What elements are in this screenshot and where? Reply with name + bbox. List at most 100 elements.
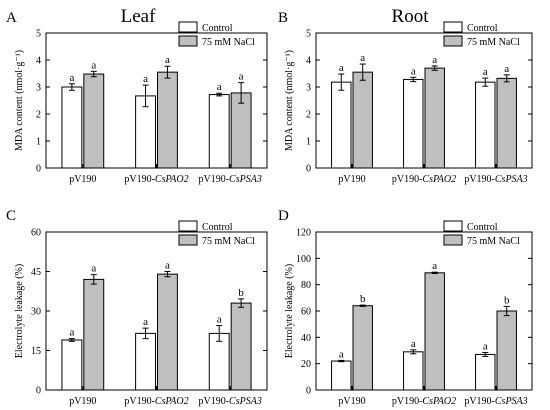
bar-nacl [424, 272, 445, 391]
legend-label: 75 mM NaCl [202, 236, 255, 247]
x-tick-label: pV190 [338, 174, 365, 185]
legend-label: Control [202, 222, 233, 233]
bar-control [403, 351, 424, 391]
x-tick-label: pV190-CsPAO2 [392, 396, 456, 407]
x-tick-label-gene: CsPSA3 [229, 174, 262, 185]
x-tick-label: pV190-CsPSA3 [198, 174, 261, 185]
y-tick-label: 0 [36, 164, 41, 175]
x-tick-label-gene: CsPAO2 [155, 396, 189, 407]
y-tick-label: 40 [301, 333, 311, 344]
x-tick-label: pV190-CsPAO2 [124, 174, 188, 185]
significance-letter: a [339, 62, 344, 74]
x-tick-label-prefix: pV190- [198, 174, 229, 185]
chart-panel-b: B Root 0 1 2 3 4 5 MDA content (nmol·g⁻¹) pV190 a a… [278, 6, 533, 185]
bar-control [135, 332, 156, 391]
chart-panel-d: D 0 20 40 60 80 100 120 Electrolyte leakage (%) p… [278, 208, 533, 407]
panel-letter: B [278, 10, 288, 26]
y-tick-label: 1 [306, 137, 311, 148]
y-tick-label: 20 [301, 359, 311, 370]
x-tick-label: pV190-CsPAO2 [124, 396, 188, 407]
y-tick-label: 5 [36, 29, 41, 40]
legend-swatch [178, 220, 198, 232]
panel-letter: C [6, 208, 16, 224]
legend-label: Control [467, 222, 498, 233]
y-tick-label: 2 [306, 110, 311, 121]
x-tick-label-prefix: pV190- [464, 396, 495, 407]
legend-swatch [443, 220, 463, 232]
x-tick-label-gene: CsPAO2 [155, 174, 189, 185]
bar-nacl [157, 71, 178, 169]
x-tick-label-prefix: pV190 [338, 396, 365, 407]
significance-letter: b [238, 287, 244, 299]
chart-panel-c: C 0 15 30 45 60 Electrolyte leakage (%) pV190 a a… [6, 208, 268, 407]
x-tick-label: pV190-CsPAO2 [392, 174, 456, 185]
bar-nacl [496, 77, 517, 169]
y-tick-label: 5 [306, 29, 311, 40]
y-tick-label: 60 [31, 228, 41, 239]
x-tick-label-prefix: pV190- [392, 396, 423, 407]
y-tick-label: 1 [36, 137, 41, 148]
significance-letter: a [411, 338, 416, 350]
y-tick-label: 45 [31, 267, 41, 278]
x-tick-label: pV190 [69, 396, 96, 407]
significance-letter: a [69, 327, 74, 339]
significance-letter: a [504, 63, 509, 75]
bar-nacl [352, 305, 373, 391]
significance-letter: a [432, 260, 437, 272]
significance-letter: a [239, 71, 244, 83]
bar-control [208, 94, 230, 169]
y-tick-label: 15 [31, 346, 41, 357]
chart-panel-a: A Leaf 0 1 2 3 4 5 MDA content (nmol·g⁻¹) pV190 a a… [6, 6, 268, 185]
panel-letter: A [6, 10, 17, 26]
significance-letter: a [69, 72, 74, 84]
y-tick-label: 4 [306, 56, 311, 67]
y-tick-label: 2 [36, 110, 41, 121]
x-tick-label-prefix: pV190 [69, 396, 96, 407]
y-axis-label: MDA content (nmol·g⁻¹) [14, 50, 25, 151]
bar-nacl [83, 278, 105, 391]
bar-nacl [157, 273, 178, 391]
x-tick-label-gene: CsPAO2 [422, 174, 456, 185]
significance-letter: a [143, 73, 148, 85]
bar-control [475, 353, 496, 391]
y-tick-label: 30 [31, 307, 41, 318]
x-tick-label: pV190-CsPSA3 [464, 396, 527, 407]
x-tick-label-prefix: pV190 [69, 174, 96, 185]
significance-letter: a [432, 54, 437, 66]
y-tick-label: 4 [36, 56, 41, 67]
y-tick-label: 80 [301, 280, 311, 291]
bar-nacl [83, 73, 105, 169]
y-tick-label: 0 [36, 386, 41, 397]
significance-letter: a [165, 260, 170, 272]
x-tick-label-prefix: pV190- [124, 174, 155, 185]
legend-label: 75 mM NaCl [202, 37, 255, 48]
legend-label: 75 mM NaCl [467, 37, 520, 48]
y-axis-label: MDA content (nmol·g⁻¹) [284, 50, 295, 151]
y-tick-label: 120 [296, 228, 311, 239]
bar-control [331, 81, 352, 169]
x-tick-label-gene: CsPAO2 [422, 396, 456, 407]
significance-letter: a [483, 66, 488, 78]
significance-letter: a [165, 54, 170, 66]
x-tick-label: pV190-CsPSA3 [198, 396, 261, 407]
significance-letter: a [217, 313, 222, 325]
significance-letter: a [91, 59, 96, 71]
x-tick-label-prefix: pV190- [198, 396, 229, 407]
x-tick-label-gene: CsPSA3 [495, 396, 528, 407]
legend-swatch [443, 21, 463, 33]
legend-swatch [443, 234, 463, 246]
legend-swatch [443, 35, 463, 47]
x-tick-label-gene: CsPSA3 [229, 396, 262, 407]
legend-label: 75 mM NaCl [467, 236, 520, 247]
x-tick-label-prefix: pV190- [464, 174, 495, 185]
y-axis-label: Electrolyte leakage (%) [284, 264, 295, 358]
bar-control [61, 339, 83, 391]
y-tick-label: 0 [306, 164, 311, 175]
bar-nacl [230, 302, 252, 391]
panel-title: Root [392, 6, 430, 27]
x-tick-label-prefix: pV190- [124, 396, 155, 407]
panel-letter: D [278, 208, 289, 224]
bar-nacl [230, 92, 252, 169]
y-tick-label: 3 [36, 83, 41, 94]
bar-control [331, 360, 352, 391]
